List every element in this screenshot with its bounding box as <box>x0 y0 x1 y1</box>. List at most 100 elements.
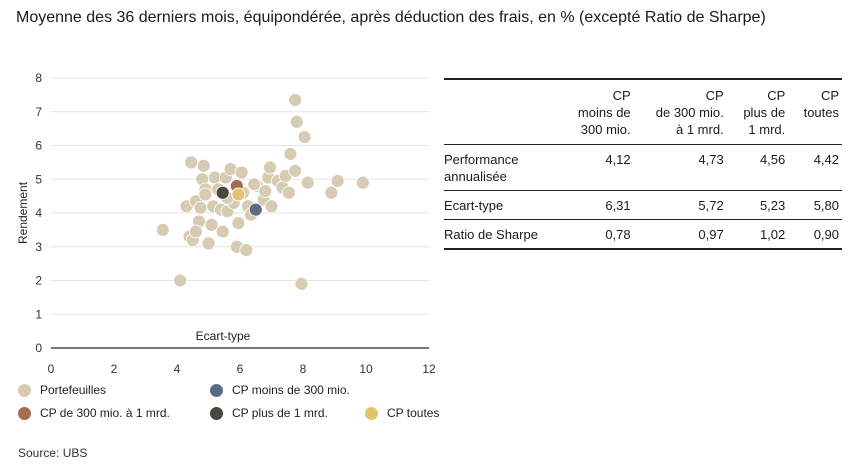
row-label: Performance annualisée <box>444 144 559 191</box>
column-header: CP de 300 mio. à 1 mrd. <box>633 78 727 145</box>
y-tick-label: 8 <box>35 71 42 85</box>
x-tick-label: 10 <box>359 362 373 376</box>
table-body: Performance annualisée 4,12 4,73 4,56 4,42 Ec… <box>444 144 842 250</box>
legend-label: CP de 300 mio. à 1 mrd. <box>40 406 170 420</box>
cp-point <box>215 185 230 200</box>
legend-label: CP toutes <box>387 406 440 420</box>
portfolio-point <box>294 276 309 291</box>
column-header-line: CP <box>612 88 631 103</box>
y-tick-label: 0 <box>35 341 42 355</box>
column-header-line: CP <box>705 88 724 103</box>
y-tick-label: 1 <box>35 307 42 321</box>
portfolio-point <box>288 93 303 107</box>
legend-label: CP moins de 300 mio. <box>232 383 350 397</box>
table-cell: 4,56 <box>726 144 789 191</box>
portfolio-point <box>193 201 208 215</box>
legend-item: CP moins de 300 mio. <box>210 383 350 397</box>
portfolio-point <box>239 243 254 258</box>
table-cell: 6,31 <box>559 190 634 220</box>
table-cell: 4,73 <box>633 144 727 191</box>
portfolio-point <box>355 175 370 190</box>
portfolio-point <box>289 114 304 129</box>
portfolio-point <box>155 222 170 237</box>
x-tick-label: 6 <box>237 362 244 376</box>
cp-point <box>248 202 263 217</box>
legend-item: Portefeuilles <box>18 383 106 397</box>
table-row: Ecart-type 6,31 5,72 5,23 5,80 <box>444 190 842 220</box>
legend-marker <box>18 406 31 420</box>
legend-marker <box>18 383 31 397</box>
table-cell: 0,97 <box>633 219 727 250</box>
table-header-row: CP moins de 300 mio. CP de 300 mio. à 1 mrd. C… <box>444 78 842 145</box>
portfolio-point <box>281 185 296 200</box>
y-tick-label: 5 <box>35 172 42 186</box>
table-cell: 0,78 <box>559 219 634 250</box>
x-tick-label: 2 <box>111 362 118 376</box>
y-tick-label: 3 <box>35 240 42 254</box>
portfolio-point <box>196 158 211 173</box>
x-tick-label: 0 <box>48 362 55 376</box>
legend-marker <box>365 406 378 420</box>
column-header-line: toutes <box>803 105 839 120</box>
portfolio-point <box>258 184 273 198</box>
portfolio-point <box>234 165 249 180</box>
portfolio-point <box>201 236 216 251</box>
legend-item: CP plus de 1 mrd. <box>210 406 328 420</box>
portfolio-point <box>204 217 219 232</box>
x-tick-label: 12 <box>422 362 436 376</box>
table-cell: 5,72 <box>633 190 727 220</box>
y-axis-ticks: 0 1 2 3 4 5 6 7 8 <box>35 71 42 355</box>
statistics-table: CP moins de 300 mio. CP de 300 mio. à 1 mrd. C… <box>444 78 842 250</box>
data-points <box>155 93 370 291</box>
row-label: Ecart-type <box>444 190 559 220</box>
column-header: CP toutes <box>788 78 842 145</box>
column-header-line: 300 mio. <box>580 122 631 137</box>
column-header-line: CP <box>767 88 786 103</box>
x-axis-title: Ecart-type <box>196 329 251 343</box>
table-cell: 0,90 <box>788 219 842 250</box>
portfolio-point <box>247 177 262 192</box>
legend-marker <box>210 383 223 397</box>
y-tick-label: 2 <box>35 274 42 288</box>
portfolio-point <box>173 273 188 288</box>
y-tick-label: 6 <box>35 139 42 153</box>
source-note: Source: UBS <box>18 446 88 460</box>
table-cell: 5,80 <box>788 190 842 220</box>
portfolio-point <box>330 174 345 188</box>
portfolio-point <box>300 175 315 190</box>
portfolio-point <box>263 160 277 175</box>
x-axis-ticks: 0 2 4 6 8 10 12 <box>48 362 436 376</box>
portfolio-point <box>231 216 246 231</box>
table-cell: 4,42 <box>788 144 842 191</box>
portfolio-point <box>264 199 279 214</box>
column-header-line: de 300 mio. <box>655 105 724 120</box>
portfolio-point <box>324 185 339 200</box>
legend-item: CP toutes <box>365 406 439 420</box>
y-tick-label: 4 <box>35 206 42 220</box>
cp-point <box>231 187 246 202</box>
portfolio-point <box>288 163 303 178</box>
column-header-line: 1 mrd. <box>748 122 786 137</box>
table-row: Ratio de Sharpe 0,78 0,97 1,02 0,90 <box>444 219 842 250</box>
column-header: CP plus de 1 mrd. <box>726 78 789 145</box>
row-label: Ratio de Sharpe <box>444 219 559 250</box>
table-cell: 4,12 <box>559 144 634 191</box>
legend-label: Portefeuilles <box>40 383 107 397</box>
column-header: CP moins de 300 mio. <box>559 78 634 145</box>
column-header-line: moins de <box>577 105 631 120</box>
chart-legend: Portefeuilles CP moins de 300 mio. CP de 3… <box>18 383 448 433</box>
y-tick-label: 7 <box>35 105 42 119</box>
table-cell: 5,23 <box>726 190 789 220</box>
column-header-line: CP <box>820 88 839 103</box>
portfolio-point <box>198 187 213 202</box>
legend-label: CP plus de 1 mrd. <box>232 406 328 420</box>
portfolio-point <box>188 224 203 239</box>
portfolio-point <box>215 224 230 239</box>
portfolio-point <box>283 147 298 161</box>
x-tick-label: 8 <box>300 362 307 376</box>
column-header-line: plus de <box>743 105 786 120</box>
chart-title: Moyenne des 36 derniers mois, équipondér… <box>16 9 766 26</box>
table-cell: 1,02 <box>726 219 789 250</box>
legend-marker <box>210 406 223 420</box>
